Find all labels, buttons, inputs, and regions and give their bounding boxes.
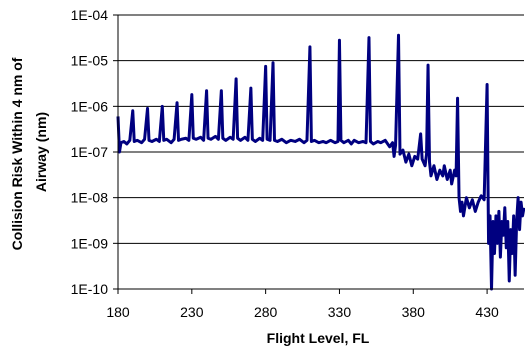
series-layer bbox=[116, 33, 525, 291]
y-tick-label: 1E-05 bbox=[71, 53, 109, 69]
x-tick-label: 230 bbox=[180, 304, 204, 320]
gridlines bbox=[118, 14, 524, 244]
y-axis-title-line-1: Collision Risk Within 4 nm of bbox=[9, 57, 25, 250]
x-tick-label: 380 bbox=[402, 304, 426, 320]
series-line bbox=[116, 33, 525, 291]
x-tick-label: 280 bbox=[254, 304, 278, 320]
y-tick-label: 1E-04 bbox=[71, 7, 109, 23]
x-tick-label: 330 bbox=[328, 304, 352, 320]
x-tick-label: 430 bbox=[475, 304, 499, 320]
x-tick-label: 180 bbox=[106, 304, 130, 320]
y-tick-labels: 1E-10 1E-09 1E-08 1E-07 1E-06 1E-05 1E-04 bbox=[71, 7, 118, 297]
y-axis-title: Collision Risk Within 4 nm of Airway (nm… bbox=[9, 54, 49, 251]
y-tick-label: 1E-10 bbox=[71, 281, 109, 297]
y-tick-label: 1E-06 bbox=[71, 98, 109, 114]
y-tick-label: 1E-08 bbox=[71, 190, 109, 206]
y-axis-title-line-2: Airway (nm) bbox=[33, 112, 49, 192]
x-tick-labels: 180 230 280 330 380 430 bbox=[106, 289, 499, 320]
x-axis-title: Flight Level, FL bbox=[267, 330, 370, 346]
y-tick-label: 1E-07 bbox=[71, 144, 109, 160]
y-tick-label: 1E-09 bbox=[71, 235, 109, 251]
